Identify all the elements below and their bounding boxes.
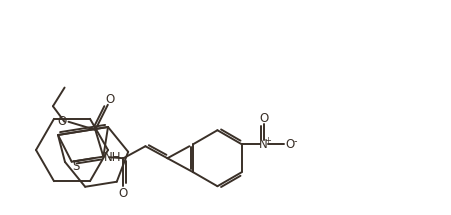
Text: +: +: [264, 136, 271, 145]
Text: -: -: [294, 136, 297, 146]
Text: NH: NH: [103, 151, 121, 164]
Text: O: O: [58, 115, 67, 128]
Text: S: S: [72, 160, 79, 173]
Text: O: O: [105, 93, 115, 106]
Text: O: O: [119, 187, 128, 200]
Text: O: O: [259, 112, 268, 125]
Text: N: N: [259, 138, 268, 151]
Text: O: O: [285, 138, 295, 151]
